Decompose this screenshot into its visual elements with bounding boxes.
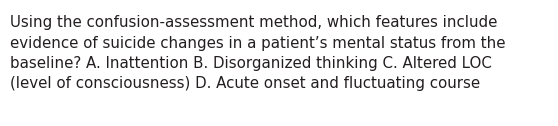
Text: Using the confusion-assessment method, which features include
evidence of suicid: Using the confusion-assessment method, w… [10,15,506,91]
